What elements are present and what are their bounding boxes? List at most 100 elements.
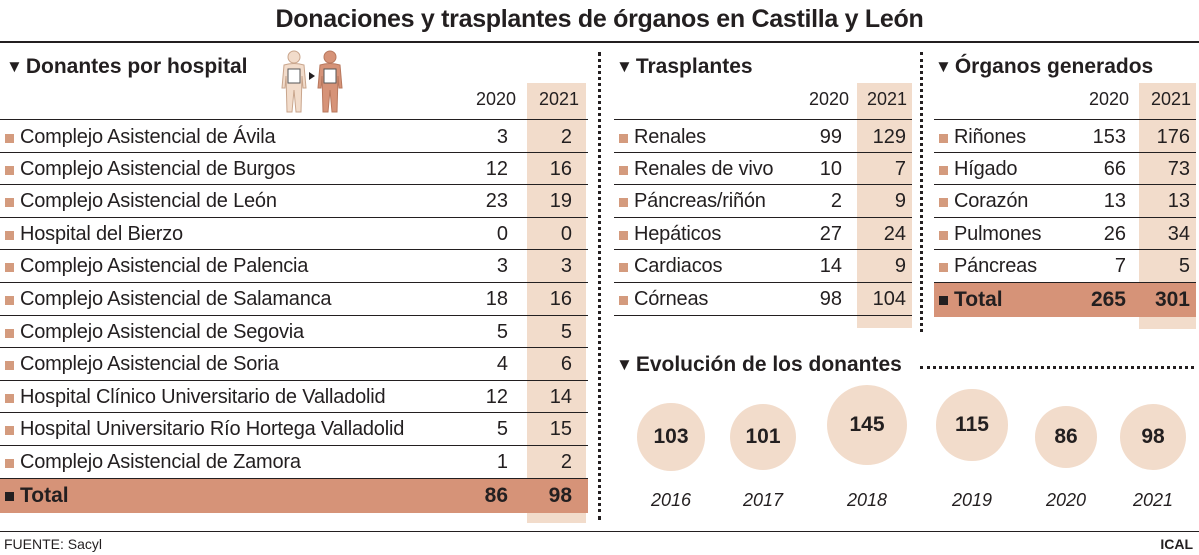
highlight-column-2021 — [857, 83, 912, 328]
bubble-year-label: 2021 — [1132, 490, 1174, 510]
row-label: Renales de vivo — [634, 157, 774, 180]
row-label: Complejo Asistencial de León — [20, 190, 277, 213]
year-header-2020: 2020 — [808, 89, 849, 109]
table-row: Complejo Asistencial de Palencia 3 3 — [0, 249, 588, 283]
value-2021: 16 — [549, 157, 572, 180]
table-row: Complejo Asistencial de Soria 4 6 — [0, 347, 588, 381]
value-2021: 9 — [894, 190, 906, 213]
row-label: Hepáticos — [634, 222, 722, 245]
bullet-square-icon — [619, 263, 628, 273]
table-row: Hospital Clínico Universitario de Vallad… — [0, 380, 588, 414]
bubble-value-label: 101 — [745, 425, 781, 448]
bubble-value-label: 98 — [1141, 425, 1165, 448]
year-header-2020: 2020 — [475, 89, 516, 109]
table-row: Hospital del Bierzo 0 0 — [0, 217, 588, 251]
bullet-square-icon — [619, 296, 628, 305]
triangle-down-icon: ▼ — [6, 57, 23, 76]
bullet-square-icon — [5, 459, 14, 468]
table-row: Complejo Asistencial de León 23 19 — [0, 184, 588, 218]
section-title-donantes: ▼ Donantes por hospital — [6, 55, 248, 79]
donor-bubble — [1120, 404, 1186, 470]
bubble-value-label: 145 — [849, 413, 885, 436]
bullet-square-icon — [5, 328, 14, 338]
value-2021: 9 — [894, 255, 906, 278]
total-2020: 265 — [1090, 288, 1126, 311]
value-2021: 7 — [894, 157, 906, 180]
total-2021: 301 — [1154, 288, 1190, 311]
trasplantes-table: 2020 2021 Renales 99 129 Renales de vivo 10 7… — [614, 83, 912, 328]
row-label: Complejo Asistencial de Segovia — [20, 320, 304, 343]
table-row: Pulmones 26 34 — [934, 217, 1196, 251]
section-title-donantes-text: Donantes por hospital — [25, 55, 248, 78]
year-header-2020: 2020 — [1088, 89, 1129, 109]
bullet-square-icon — [619, 134, 628, 143]
bullet-square-icon — [5, 426, 14, 436]
table-row: Renales 99 129 — [614, 119, 912, 153]
value-2021: 19 — [549, 190, 572, 213]
value-2021: 15 — [549, 418, 572, 441]
row-label: Cardiacos — [634, 255, 723, 278]
table-row: Complejo Asistencial de Segovia 5 5 — [0, 315, 588, 349]
organos-table: 2020 2021 Riñones 153 176 Hígado 66 73 Corazón… — [934, 83, 1196, 329]
value-2021: 176 — [1156, 126, 1190, 148]
bullet-square-icon — [5, 263, 14, 273]
bullet-square-icon — [5, 230, 14, 240]
table-row: Complejo Asistencial de Burgos 12 16 — [0, 152, 588, 186]
bullet-square-icon — [619, 198, 628, 208]
row-label: Hospital Clínico Universitario de Vallad… — [20, 385, 386, 408]
row-label: Páncreas/riñón — [634, 190, 766, 213]
row-label: Complejo Asistencial de Burgos — [20, 157, 296, 180]
row-label: Complejo Asistencial de Ávila — [20, 126, 276, 148]
value-2021: 16 — [549, 288, 572, 310]
table-row: Hígado 66 73 — [934, 152, 1196, 186]
table-row: Riñones 153 176 — [934, 119, 1196, 153]
row-label: Complejo Asistencial de Soria — [20, 353, 279, 376]
total-label: Total — [20, 483, 69, 507]
donor-bubble — [936, 389, 1008, 461]
triangle-down-icon: ▼ — [935, 57, 952, 76]
donantes-table: 2020 2021 Complejo Asistencial de Ávila 3… — [0, 83, 588, 523]
value-2020: 12 — [485, 385, 508, 408]
value-2020: 26 — [1103, 222, 1126, 245]
value-2020: 3 — [496, 255, 508, 278]
total-label: Total — [954, 288, 1003, 311]
row-label: Córneas — [634, 288, 709, 310]
table-row: Cardiacos 14 9 — [614, 249, 912, 283]
table-row: Renales de vivo 10 7 — [614, 152, 912, 186]
table-row: Páncreas/riñón 2 9 — [614, 184, 912, 218]
section-title-organos: ▼ Órganos generados — [935, 55, 1153, 79]
value-2020: 99 — [819, 126, 842, 148]
value-2020: 13 — [1103, 190, 1126, 213]
table-row: Complejo Asistencial de Salamanca 18 16 — [0, 282, 588, 316]
section-title-evolucion: ▼ Evolución de los donantes — [616, 353, 902, 377]
value-2020: 7 — [1114, 255, 1126, 278]
total-square-icon — [5, 491, 14, 501]
donor-bubble — [637, 403, 705, 471]
column-divider — [920, 52, 923, 332]
value-2021: 0 — [560, 222, 572, 245]
table-row: Hospital Universitario Río Hortega Valla… — [0, 412, 588, 446]
value-2021: 129 — [872, 126, 906, 148]
donor-bubble — [729, 403, 797, 471]
column-divider — [598, 52, 601, 520]
bubble-value-label: 115 — [955, 413, 989, 436]
value-2020: 14 — [819, 255, 842, 278]
value-2021: 24 — [883, 222, 906, 245]
row-label: Complejo Asistencial de Zamora — [20, 451, 301, 473]
value-2020: 12 — [485, 157, 508, 180]
table-row: Complejo Asistencial de Zamora 1 2 — [0, 445, 588, 479]
table-row: Corazón 13 13 — [934, 184, 1196, 218]
value-2020: 4 — [496, 353, 508, 376]
value-2020: 2 — [830, 190, 842, 213]
value-2020: 1 — [496, 451, 508, 473]
section-title-evolucion-text: Evolución de los donantes — [635, 353, 902, 376]
value-2021: 2 — [560, 451, 572, 473]
bullet-square-icon — [939, 134, 948, 143]
value-2020: 5 — [496, 418, 508, 441]
value-2021: 5 — [1178, 255, 1190, 278]
bubble-year-label: 2017 — [742, 490, 784, 510]
donor-bubble — [1035, 406, 1097, 468]
triangle-down-icon: ▼ — [616, 355, 633, 374]
section-title-organos-text: Órganos generados — [954, 55, 1154, 78]
year-header-2021: 2021 — [1150, 89, 1191, 109]
